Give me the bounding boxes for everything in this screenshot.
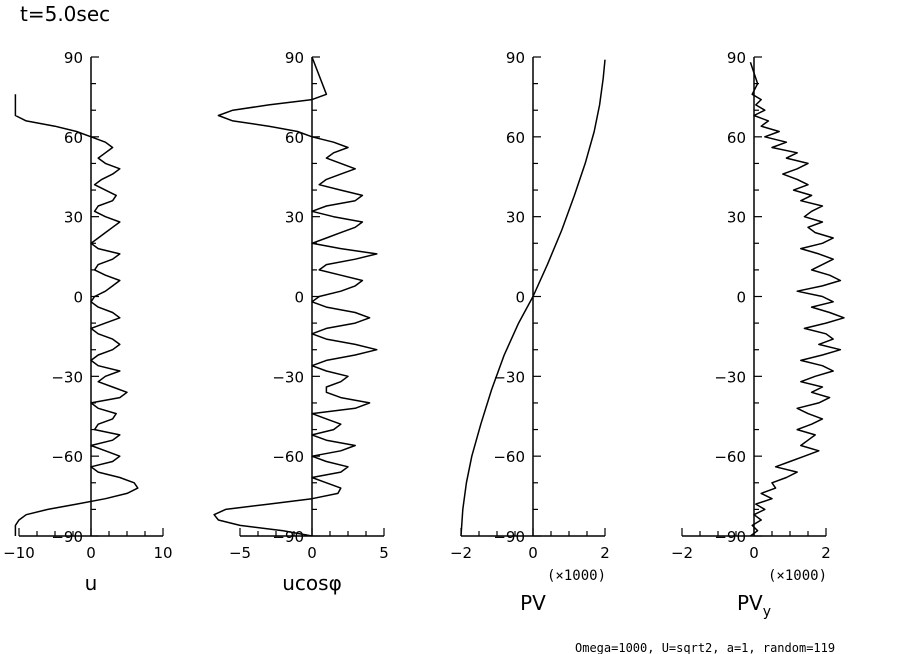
panels: 90 60 30 0 −30 −60 −90 −10 0 10 u 90 60 30 0 −30 −60 −90 −… bbox=[3, 49, 845, 620]
y-tick-label: −30 bbox=[714, 368, 746, 386]
x-tick-label: 5 bbox=[379, 544, 389, 562]
y-tick-label: −90 bbox=[714, 528, 746, 546]
y-tick-label: 90 bbox=[727, 49, 746, 67]
y-tick-label: 90 bbox=[506, 49, 525, 67]
x-tick-label: 0 bbox=[86, 544, 96, 562]
y-tick-label: −30 bbox=[493, 368, 525, 386]
y-tick-label: 30 bbox=[727, 209, 746, 227]
y-tick-label: 0 bbox=[73, 289, 83, 307]
panel-3: 90 60 30 0 −30 −60 −90 −2 0 2 (×1000)PV bbox=[450, 49, 610, 615]
x-tick-label: −10 bbox=[3, 544, 35, 562]
y-tick-label: 60 bbox=[727, 129, 746, 147]
x-scale-label: (×1000) bbox=[768, 568, 827, 584]
x-tick-label: 2 bbox=[821, 544, 831, 562]
x-axis-label: PV bbox=[520, 591, 546, 615]
panel-4: 90 60 30 0 −30 −60 −90 −2 0 2 (×1000) PVy bbox=[671, 49, 845, 620]
x-tick-label: 10 bbox=[153, 544, 172, 562]
y-tick-label: 0 bbox=[515, 289, 525, 307]
y-tick-label: 30 bbox=[64, 209, 83, 227]
series-line-1 bbox=[213, 56, 378, 537]
figure-title: t=5.0sec bbox=[20, 2, 110, 26]
x-scale-label: (×1000) bbox=[547, 568, 606, 584]
x-axis-label: u bbox=[85, 571, 98, 595]
y-tick-label: 0 bbox=[294, 289, 304, 307]
y-tick-label: −90 bbox=[493, 528, 525, 546]
y-tick-label: −60 bbox=[51, 448, 83, 466]
y-tick-label: 0 bbox=[736, 289, 746, 307]
y-tick-label: −30 bbox=[272, 368, 304, 386]
x-axis-label: ucosφ bbox=[282, 571, 342, 595]
footer-params: Omega=1000, U=sqrt2, a=1, random=119 bbox=[575, 641, 835, 654]
y-tick-label: 60 bbox=[506, 129, 525, 147]
x-tick-label: 0 bbox=[528, 544, 538, 562]
y-tick-label: −60 bbox=[714, 448, 746, 466]
y-tick-label: 30 bbox=[285, 209, 304, 227]
y-tick-label: 60 bbox=[64, 129, 83, 147]
series-line-1 bbox=[14, 94, 139, 536]
x-tick-label: −5 bbox=[229, 544, 251, 562]
y-tick-label: −60 bbox=[493, 448, 525, 466]
x-tick-label: 0 bbox=[749, 544, 759, 562]
panel-1: 90 60 30 0 −30 −60 −90 −10 0 10 u bbox=[3, 49, 172, 595]
y-tick-label: 90 bbox=[285, 49, 304, 67]
y-tick-label: 60 bbox=[285, 129, 304, 147]
x-tick-label: 0 bbox=[307, 544, 317, 562]
y-tick-label: −90 bbox=[51, 528, 83, 546]
y-tick-label: −60 bbox=[272, 448, 304, 466]
x-axis-label-subscript: y bbox=[763, 604, 771, 620]
x-tick-label: −2 bbox=[671, 544, 693, 562]
y-tick-label: −30 bbox=[51, 368, 83, 386]
x-tick-label: −2 bbox=[450, 544, 472, 562]
series-line-1 bbox=[749, 62, 845, 537]
y-tick-label: 30 bbox=[506, 209, 525, 227]
x-axis-label: PVy bbox=[737, 591, 771, 620]
y-tick-label: 90 bbox=[64, 49, 83, 67]
series-line-1 bbox=[460, 59, 606, 537]
x-tick-label: 2 bbox=[600, 544, 610, 562]
